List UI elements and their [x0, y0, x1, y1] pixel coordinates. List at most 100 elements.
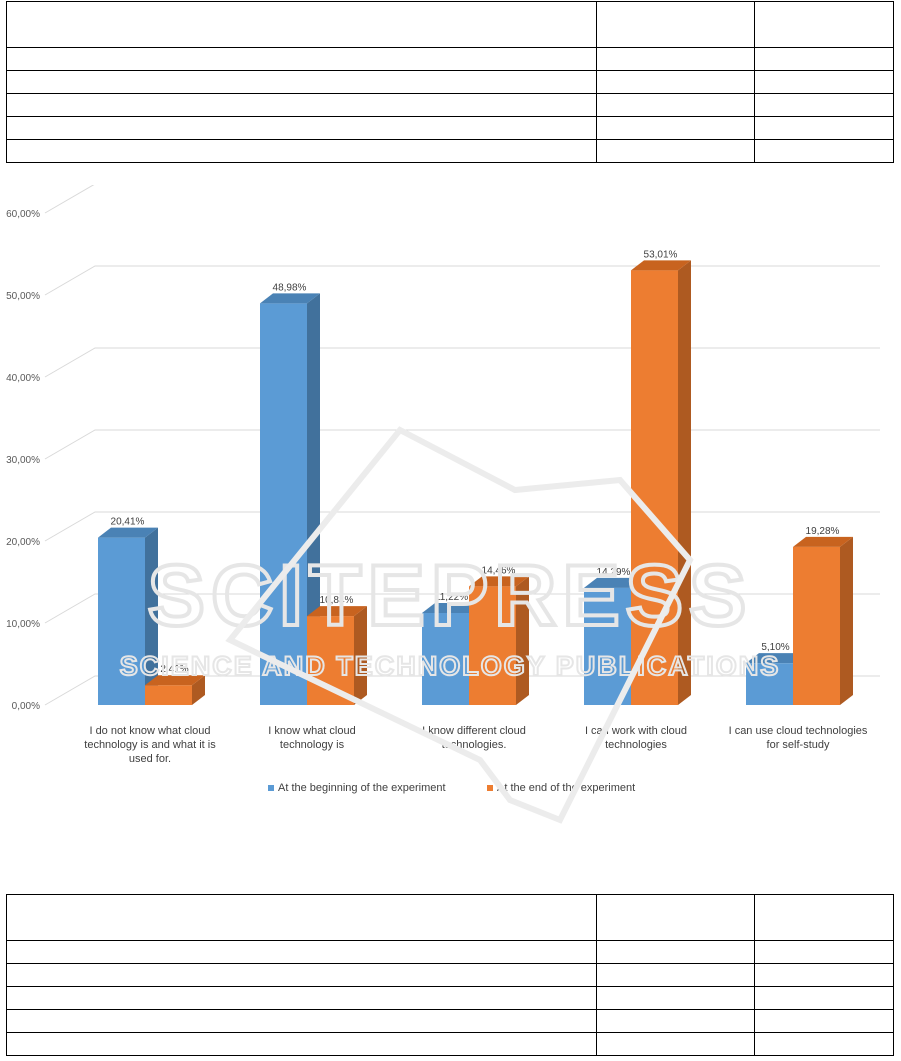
bar-front: [98, 537, 145, 705]
bar-side: [516, 576, 529, 705]
table-row: [6, 47, 894, 71]
table-cell: [754, 986, 894, 1010]
legend-label: At the beginning of the experiment: [278, 782, 446, 794]
bar: [145, 675, 205, 705]
table-cell: [6, 940, 597, 964]
x-category-label: technology is and what it is: [84, 739, 216, 751]
bar: [98, 527, 158, 705]
legend-label: At the end of the experiment: [497, 782, 635, 794]
table-cell: [754, 894, 894, 941]
table-cell: [595, 963, 756, 987]
table-header-row: [6, 894, 894, 941]
data-label: 14,46%: [482, 565, 516, 576]
bar-side: [192, 675, 205, 705]
bar-top: [98, 527, 158, 538]
table-row: [6, 940, 894, 964]
table-cell: [754, 1009, 894, 1033]
bar-side: [678, 260, 691, 705]
bottom-table: [6, 894, 894, 1056]
legend-swatch: [268, 785, 274, 791]
gridline: [44, 185, 95, 214]
y-tick-label: 60,00%: [6, 209, 40, 220]
bar-front: [584, 587, 631, 705]
chart-bars: [98, 260, 853, 705]
table-header-row: [6, 1, 894, 48]
table-row: [6, 93, 894, 117]
table-cell: [595, 986, 756, 1010]
x-category-label: I do not know what cloud: [89, 725, 210, 737]
bar-side: [354, 606, 367, 705]
table-cell: [754, 1, 894, 48]
table-cell: [754, 139, 894, 163]
y-tick-label: 30,00%: [6, 455, 40, 466]
y-tick-label: 0,00%: [12, 701, 40, 712]
y-tick-label: 40,00%: [6, 373, 40, 384]
bar-front: [307, 616, 354, 705]
data-label: 2,41%: [160, 664, 188, 675]
bar-side: [840, 536, 853, 705]
x-category-label: I know what cloud: [268, 725, 355, 737]
table-cell: [595, 47, 756, 71]
table-cell: [6, 963, 597, 987]
data-label: 20,41%: [111, 517, 145, 528]
table-cell: [6, 139, 597, 163]
y-tick-label: 10,00%: [6, 619, 40, 630]
x-category-label: technology is: [280, 739, 345, 751]
legend-swatch: [487, 785, 493, 791]
table-row: [6, 1032, 894, 1056]
table-cell: [595, 1, 756, 48]
gridline: [44, 429, 880, 460]
y-tick-label: 50,00%: [6, 291, 40, 302]
table-cell: [6, 70, 597, 94]
table-cell: [6, 894, 597, 941]
table-cell: [595, 139, 756, 163]
x-category-label: I can use cloud technologies: [729, 725, 868, 737]
bar-front: [631, 270, 678, 705]
data-label: 10,84%: [320, 595, 354, 606]
table-cell: [595, 1009, 756, 1033]
bar: [307, 606, 367, 705]
table-row: [6, 139, 894, 163]
table-cell: [595, 894, 756, 941]
data-label: 5,10%: [761, 642, 789, 653]
x-category-label: for self-study: [767, 739, 830, 751]
x-category-label: technologies.: [442, 739, 507, 751]
bar-front: [469, 586, 516, 705]
table-cell: [595, 70, 756, 94]
y-axis-ticks: 0,00% 10,00% 20,00% 30,00% 40,00% 50,00% 60,00…: [6, 209, 40, 712]
table-cell: [754, 93, 894, 117]
bar-top: [793, 536, 853, 547]
bar: [631, 260, 691, 705]
bar-front: [422, 612, 469, 705]
bar-front: [145, 685, 192, 705]
table-cell: [754, 1032, 894, 1056]
table-cell: [595, 116, 756, 140]
table-cell: [6, 47, 597, 71]
table-cell: [595, 940, 756, 964]
data-label: 19,28%: [806, 526, 840, 537]
data-label: 14,29%: [597, 567, 631, 578]
bar-front: [746, 663, 793, 705]
table-cell: [6, 1, 597, 48]
table-cell: [754, 116, 894, 140]
x-category-label: technologies: [605, 739, 667, 751]
table-cell: [595, 1032, 756, 1056]
table-row: [6, 986, 894, 1010]
table-row: [6, 116, 894, 140]
table-row: [6, 1009, 894, 1033]
x-category-label: I can work with cloud: [585, 725, 687, 737]
table-cell: [754, 70, 894, 94]
table-cell: [6, 1032, 597, 1056]
bar-top: [746, 653, 806, 664]
table-row: [6, 70, 894, 94]
bar-top: [631, 260, 691, 271]
bar: [793, 536, 853, 705]
table-row: [6, 963, 894, 987]
gridline: [44, 511, 880, 542]
table-cell: [754, 47, 894, 71]
chart-legend: At the beginning of the experiment At the…: [268, 782, 635, 794]
x-category-label: I know different cloud: [422, 725, 526, 737]
x-category-label: used for.: [129, 753, 171, 765]
table-cell: [754, 963, 894, 987]
table-cell: [754, 940, 894, 964]
